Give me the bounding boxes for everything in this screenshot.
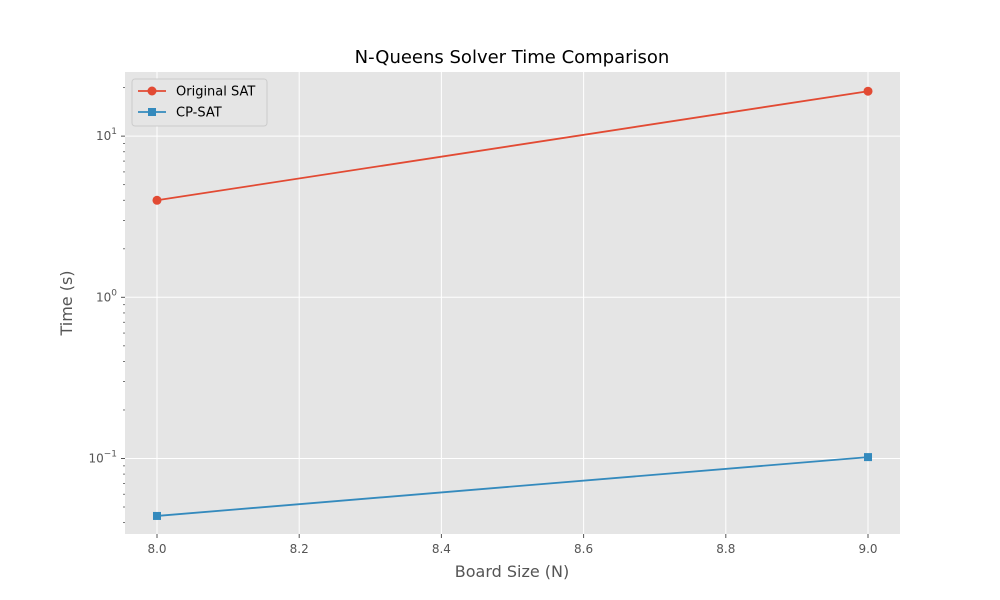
- y-tick-label: 100: [96, 288, 117, 304]
- plot-area: [125, 72, 900, 534]
- data-point-cp-sat: [864, 453, 873, 462]
- series-layer: [152, 86, 873, 520]
- x-tick-label: 8.2: [290, 542, 309, 556]
- x-axis-label: Board Size (N): [455, 562, 570, 581]
- x-tick-label: 8.6: [574, 542, 593, 556]
- grid: [125, 72, 900, 534]
- y-tick-label: 10−1: [88, 449, 117, 465]
- series-line-original-sat: [156, 90, 869, 202]
- data-point-cp-sat: [152, 511, 161, 520]
- x-tick-label: 8.4: [432, 542, 451, 556]
- x-tick-label: 9.0: [858, 542, 877, 556]
- x-tick-label: 8.8: [716, 542, 735, 556]
- y-axis-ticks: 10−1 100 101: [88, 87, 125, 524]
- legend-label-original-sat: Original SAT: [176, 85, 255, 100]
- legend-marker-cp-sat: [148, 108, 156, 116]
- data-point-original-sat: [152, 195, 162, 205]
- y-tick-label: 101: [96, 127, 117, 143]
- y-axis-label: Time (s): [57, 270, 76, 336]
- x-axis-ticks: 8.0 8.2 8.4 8.6 8.8 9.0: [147, 534, 878, 556]
- series-line-cp-sat: [156, 456, 869, 517]
- legend-label-cp-sat: CP-SAT: [176, 106, 222, 121]
- chart-title: N-Queens Solver Time Comparison: [355, 47, 670, 68]
- x-tick-label: 8.0: [147, 542, 166, 556]
- legend-marker-original-sat: [147, 86, 157, 96]
- legend: Original SAT CP-SAT: [131, 78, 268, 127]
- data-point-original-sat: [863, 86, 873, 96]
